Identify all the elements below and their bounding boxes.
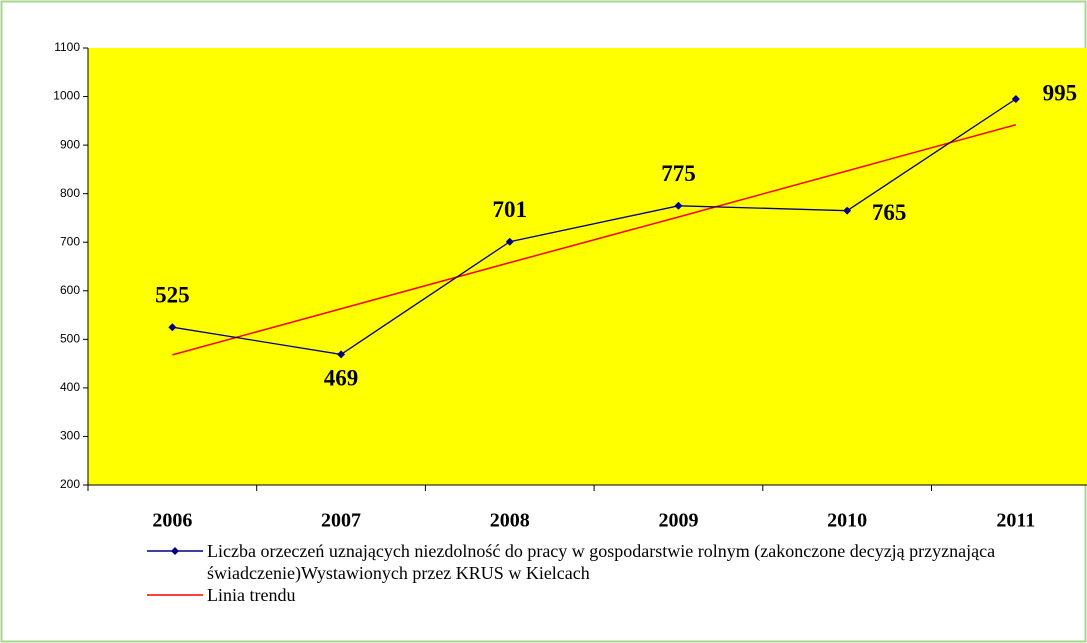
- y-tick-label: 300: [60, 429, 80, 443]
- y-tick-label: 400: [60, 380, 80, 394]
- y-tick-label: 200: [60, 477, 80, 491]
- y-tick-label: 1000: [53, 89, 80, 103]
- series-line: [172, 98, 1017, 356]
- x-tick-label: 2011: [996, 510, 1035, 532]
- y-tick-label: 700: [60, 234, 80, 248]
- data-label: 995: [1043, 80, 1078, 105]
- y-tick-label: 900: [60, 137, 80, 151]
- marker: [337, 350, 346, 359]
- marker: [1011, 94, 1020, 103]
- y-tick-label: 1100: [54, 40, 80, 54]
- data-label: 525: [155, 282, 190, 307]
- marker: [168, 323, 177, 332]
- marker: [505, 237, 514, 246]
- legend-label: Liczba orzeczeń uznających niezdolność d…: [207, 541, 996, 583]
- trend-line: [172, 123, 1017, 356]
- x-tick-label: 2007: [321, 510, 361, 532]
- plot-area: [88, 48, 1087, 485]
- y-tick-label: 600: [60, 283, 80, 297]
- data-label: 701: [493, 197, 528, 222]
- y-tick-label: 800: [60, 186, 80, 200]
- x-tick-label: 2006: [152, 510, 192, 532]
- marker: [674, 201, 683, 210]
- legend-item: Liczba orzeczeń uznających niezdolność d…: [145, 540, 1080, 584]
- data-label: 469: [324, 366, 359, 391]
- y-tick-label: 500: [60, 332, 80, 346]
- data-label: 765: [872, 200, 907, 225]
- marker: [843, 206, 852, 215]
- x-tick-label: 2008: [490, 510, 530, 532]
- data-label: 775: [661, 161, 696, 186]
- legend-item: Linia trendu: [145, 584, 1080, 606]
- legend-swatch: [147, 547, 203, 555]
- x-tick-label: 2009: [658, 510, 698, 532]
- legend: Liczba orzeczeń uznających niezdolność d…: [145, 540, 1080, 606]
- legend-marker: [171, 547, 179, 555]
- x-tick-label: 2010: [827, 510, 867, 532]
- legend-swatch: [147, 594, 203, 596]
- legend-label: Linia trendu: [207, 585, 296, 605]
